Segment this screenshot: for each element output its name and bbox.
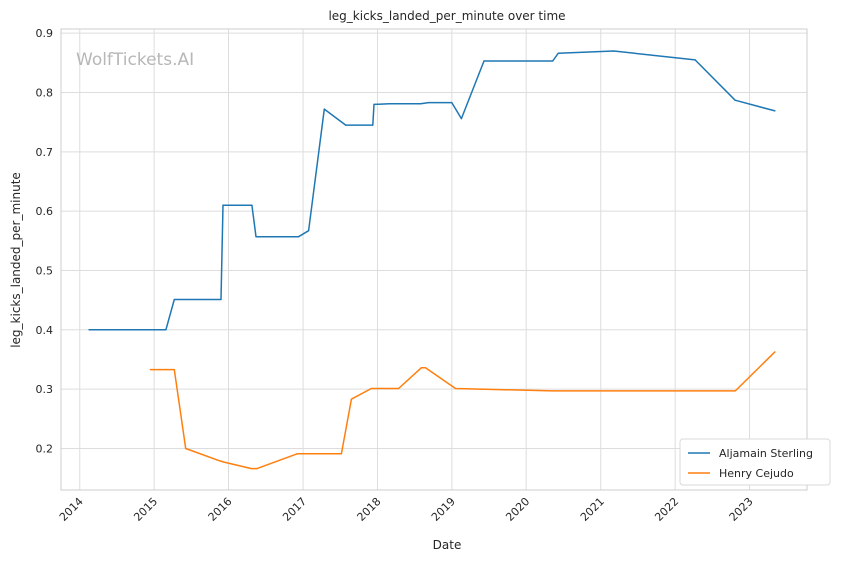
data-point-aljamain-sterling [460,118,462,120]
data-point-aljamain-sterling [557,52,559,54]
legend: Aljamain Sterling Henry Cejudo [679,438,831,486]
data-point-henry-cejudo [250,468,253,470]
y-tick-label: 0.5 [36,264,54,277]
data-point-aljamain-sterling [613,50,615,52]
data-point-aljamain-sterling [774,110,776,112]
data-point-aljamain-sterling [372,124,374,126]
data-point-henry-cejudo [296,453,298,455]
data-point-henry-cejudo [173,369,175,371]
data-point-aljamain-sterling [420,103,422,105]
data-point-henry-cejudo [774,351,776,353]
legend-box [679,438,831,486]
y-axis-label: leg_kicks_landed_per_minute [9,172,23,348]
y-tick-label: 0.8 [36,86,54,99]
data-point-aljamain-sterling [388,103,391,105]
data-point-aljamain-sterling [308,230,310,232]
series-line-henry-cejudo [150,351,776,470]
y-tick-label: 0.9 [36,27,54,40]
data-point-aljamain-sterling [427,102,429,104]
data-point-henry-cejudo [185,447,187,450]
data-point-henry-cejudo [454,387,457,390]
data-point-henry-cejudo [149,369,151,371]
data-point-aljamain-sterling [222,204,224,206]
data-point-aljamain-sterling [220,298,222,301]
data-point-henry-cejudo [223,461,225,463]
y-tick-label: 0.6 [36,205,54,218]
chart-title: leg_kicks_landed_per_minute over time [328,9,565,23]
data-point-henry-cejudo [256,468,258,470]
data-point-aljamain-sterling [255,236,257,238]
plot-frame [60,28,808,491]
data-point-henry-cejudo [350,398,352,400]
data-point-aljamain-sterling [88,329,90,331]
legend-label-henry-cejudo: Henry Cejudo [719,467,794,480]
data-point-henry-cejudo [340,453,342,455]
data-point-henry-cejudo [424,367,427,369]
data-point-aljamain-sterling [323,108,325,110]
data-point-aljamain-sterling [251,204,253,206]
x-axis-label: Date [433,538,462,552]
data-point-henry-cejudo [734,390,736,392]
series-layer [88,50,776,470]
data-point-aljamain-sterling [451,102,453,104]
data-point-aljamain-sterling [298,236,300,238]
legend-label-aljamain-sterling: Aljamain Sterling [719,447,813,460]
data-point-aljamain-sterling [552,60,554,62]
data-point-henry-cejudo [398,387,400,390]
y-tick-label: 0.4 [36,324,54,337]
data-point-henry-cejudo [551,390,554,392]
data-point-aljamain-sterling [173,298,175,301]
y-tick-label: 0.3 [36,383,54,396]
watermark: WolfTickets.AI [76,50,194,70]
data-point-henry-cejudo [370,387,372,390]
y-tick-label: 0.7 [36,146,54,159]
grid-layer [61,29,807,490]
data-point-henry-cejudo [420,367,422,369]
data-point-aljamain-sterling [734,99,736,101]
data-point-aljamain-sterling [165,329,167,331]
data-point-aljamain-sterling [483,60,485,62]
data-point-aljamain-sterling [694,59,696,61]
data-point-aljamain-sterling [373,103,375,105]
data-point-aljamain-sterling [345,124,347,126]
data-point-henry-cejudo [219,460,221,462]
y-tick-label: 0.2 [36,442,54,455]
